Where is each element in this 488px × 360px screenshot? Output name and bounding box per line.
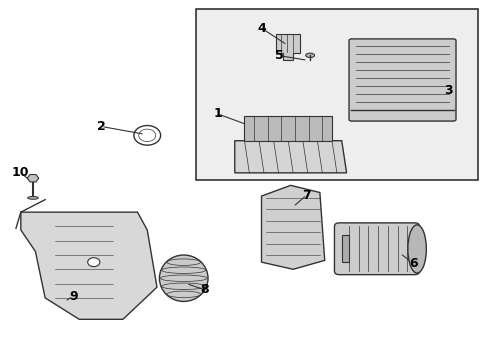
Text: 2: 2 xyxy=(97,120,105,133)
Text: 10: 10 xyxy=(11,166,29,179)
Text: 1: 1 xyxy=(213,107,222,120)
Text: 9: 9 xyxy=(69,289,78,303)
Ellipse shape xyxy=(159,255,207,301)
FancyBboxPatch shape xyxy=(334,223,419,275)
Bar xyxy=(244,116,331,141)
Ellipse shape xyxy=(28,197,38,199)
Text: 6: 6 xyxy=(408,257,417,270)
Text: 3: 3 xyxy=(444,84,452,97)
Ellipse shape xyxy=(407,225,426,273)
FancyBboxPatch shape xyxy=(348,39,455,121)
Text: 4: 4 xyxy=(257,22,265,35)
Polygon shape xyxy=(234,141,346,173)
Ellipse shape xyxy=(87,258,100,267)
Text: 5: 5 xyxy=(275,49,284,62)
Polygon shape xyxy=(27,175,39,182)
Ellipse shape xyxy=(305,53,314,58)
Text: 8: 8 xyxy=(200,283,208,296)
Polygon shape xyxy=(261,185,324,269)
Polygon shape xyxy=(21,212,157,319)
Bar xyxy=(196,9,477,180)
Text: 7: 7 xyxy=(302,189,310,202)
Polygon shape xyxy=(276,33,300,60)
Bar xyxy=(341,235,348,262)
